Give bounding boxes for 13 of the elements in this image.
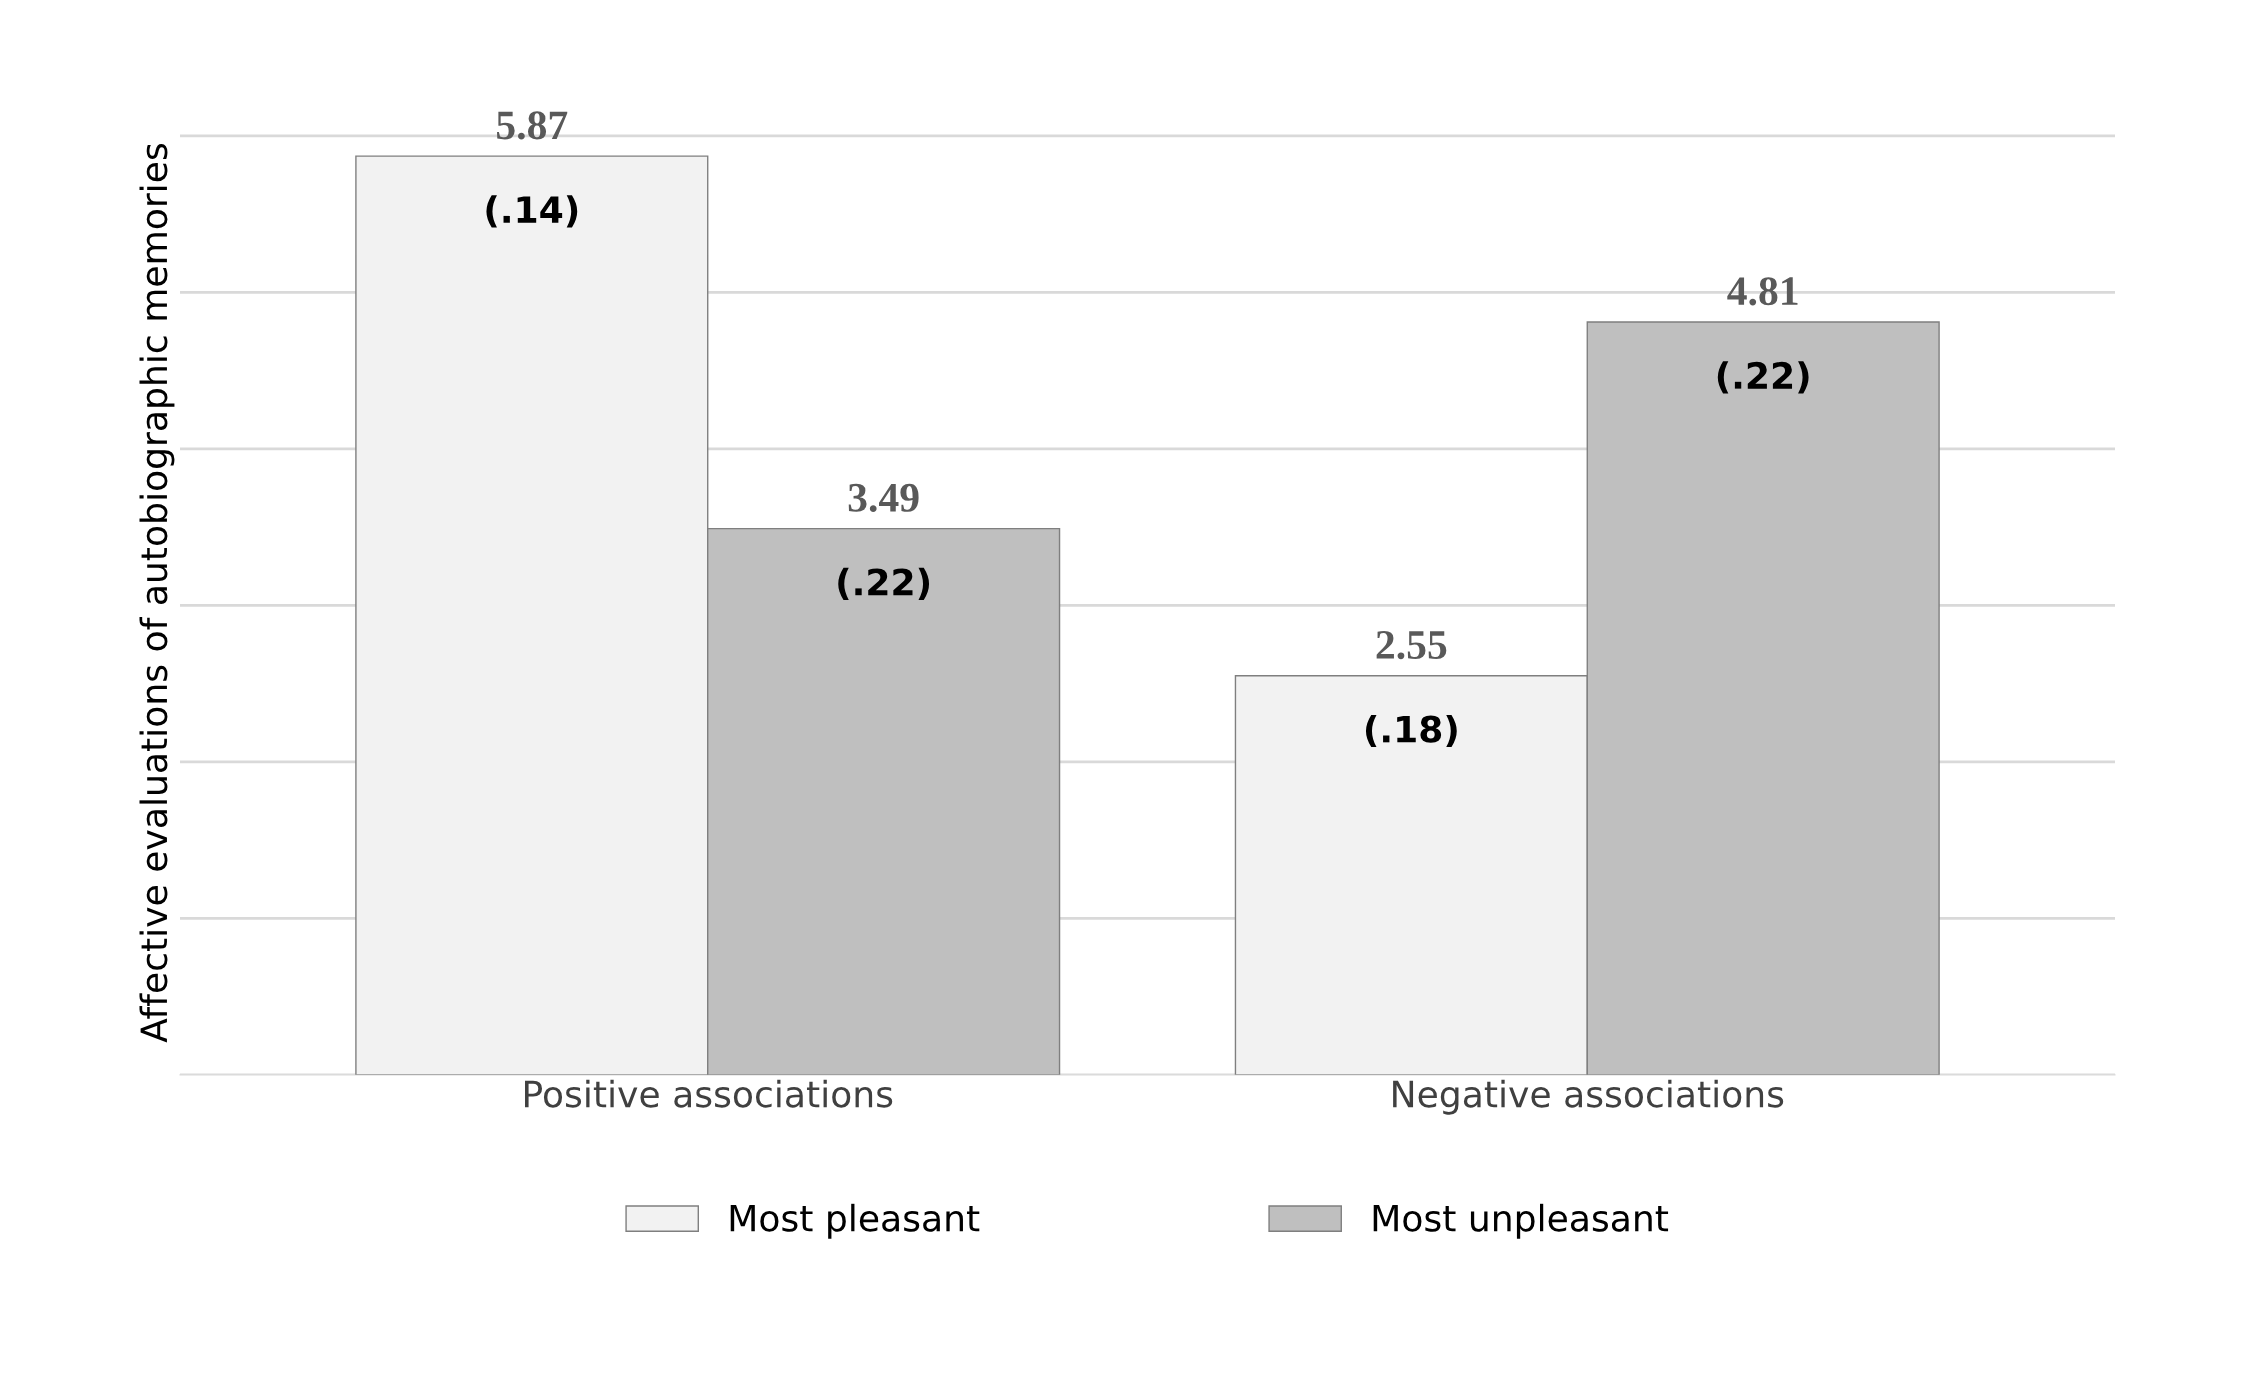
annotation: (.14) [486,195,578,228]
x-tick-label: Negative associations [1393,1079,1784,1115]
data-label: 4.81 [1727,277,1798,306]
legend-label: Most pleasant [730,1203,980,1239]
data-label: 2.55 [1376,630,1447,660]
annotation: (.22) [838,567,930,600]
x-tick-label: Positive associations [525,1079,893,1108]
annotation: (.22) [1717,361,1809,394]
legend-label: Most unpleasant [1373,1203,1669,1239]
data-label: 5.87 [497,111,568,140]
y-axis-title: Affective evaluations of autobiographic memories [139,143,175,1043]
annotation: (.18) [1365,714,1457,748]
data-label: 3.49 [848,483,919,513]
